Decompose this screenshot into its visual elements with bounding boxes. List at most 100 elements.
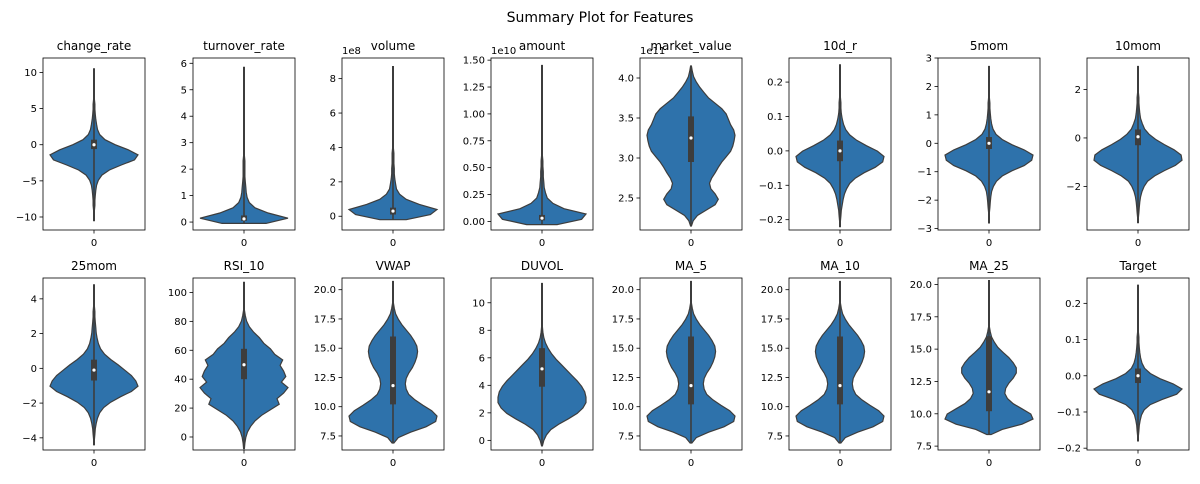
y-tick-label: 100 — [168, 288, 187, 299]
y-tick-label: 10.0 — [314, 402, 336, 413]
violin-median-dot — [242, 217, 246, 221]
y-tick-label: 10 — [472, 298, 485, 309]
subplot-title: market_value — [650, 39, 731, 53]
y-tick-label: 40 — [174, 375, 187, 386]
y-tick-label: 0.1 — [767, 112, 783, 123]
x-tick-label: 0 — [539, 238, 545, 249]
y-tick-label: 0.2 — [1065, 299, 1081, 310]
y-tick-label: 3 — [181, 138, 187, 149]
y-tick-label: 0.00 — [463, 217, 485, 228]
y-tick-label: 2 — [479, 408, 485, 419]
y-tick-label: 20.0 — [314, 285, 336, 296]
x-tick-label: 0 — [837, 458, 843, 469]
y-tick-label: −4 — [22, 433, 37, 444]
y-tick-label: 1.50 — [463, 56, 485, 67]
subplot-10mom: 10mom −2 0 2 0 — [1066, 39, 1190, 249]
y-tick-label: 6 — [181, 59, 187, 70]
subplot-title: Target — [1118, 259, 1156, 273]
y-tick-label: 4 — [479, 381, 485, 392]
subplot-Target: Target −0.2 −0.1 0.0 0.1 0.2 0 — [1057, 259, 1190, 469]
y-tick-label: −2 — [917, 196, 932, 207]
y-tick-label: 20.0 — [761, 285, 783, 296]
y-tick-label: 10 — [24, 68, 37, 79]
y-tick-label: 0 — [181, 432, 187, 443]
y-tick-label: 17.5 — [314, 314, 336, 325]
subplot-title: turnover_rate — [203, 39, 285, 53]
subplot-title: VWAP — [376, 259, 411, 273]
y-tick-label: 7.5 — [767, 431, 783, 442]
x-tick-label: 0 — [986, 458, 992, 469]
violin-iqr-box — [837, 336, 843, 405]
violin-median-dot — [838, 384, 842, 388]
y-tick-label: 2 — [926, 82, 932, 93]
y-tick-label: 1 — [926, 110, 932, 121]
subplot-turnover_rate: turnover_rate 0 1 2 3 4 5 6 0 — [181, 39, 296, 249]
violin-median-dot — [689, 384, 693, 388]
y-tick-label: 15.0 — [761, 344, 783, 355]
violin-median-dot — [92, 368, 96, 372]
violin-median-dot — [391, 209, 395, 213]
violin-median-dot — [92, 143, 96, 147]
y-tick-label: 4 — [31, 294, 37, 305]
violin-median-dot — [689, 136, 693, 140]
x-tick-label: 0 — [390, 238, 396, 249]
y-tick-label: 0.0 — [1065, 371, 1081, 382]
violin-median-dot — [987, 141, 991, 145]
x-tick-label: 0 — [539, 458, 545, 469]
y-tick-label: 2.5 — [618, 194, 634, 205]
figure-title: Summary Plot for Features — [507, 10, 694, 26]
y-tick-label: 10.0 — [761, 402, 783, 413]
y-tick-label: 0 — [926, 139, 932, 150]
y-tick-label: 0.50 — [463, 163, 485, 174]
subplot-grid: change_rate−10−505100turnover_rate012345… — [16, 39, 1190, 469]
y-tick-label: 0 — [479, 436, 485, 447]
y-tick-label: 3.0 — [618, 154, 634, 165]
y-tick-label: 15.0 — [612, 344, 634, 355]
axis-offset-label: 1e8 — [342, 46, 361, 57]
violin-median-dot — [838, 149, 842, 153]
y-tick-label: 12.5 — [612, 373, 634, 384]
subplot-MA_10: MA_10 7.5 10.0 12.5 15.0 17.5 20.0 0 — [761, 259, 892, 469]
y-tick-label: 10.0 — [910, 409, 932, 420]
subplot-RSI_10: RSI_10 0 20 40 60 80 100 0 — [168, 259, 296, 469]
x-tick-label: 0 — [1135, 238, 1141, 249]
violin-median-dot — [540, 216, 544, 220]
y-tick-label: 17.5 — [910, 312, 932, 323]
subplot-5mom: 5mom −3 −2 −1 0 1 2 3 0 — [917, 39, 1041, 249]
y-tick-label: −3 — [917, 224, 932, 235]
y-tick-label: 20 — [174, 404, 187, 415]
y-tick-label: 3 — [926, 54, 932, 65]
subplot-10d_r: 10d_r −0.2 −0.1 0.0 0.1 0.2 0 — [759, 39, 892, 249]
y-tick-label: −2 — [1066, 182, 1081, 193]
subplot-title: 10d_r — [823, 39, 857, 53]
axis-offset-label: 1e11 — [640, 46, 665, 57]
y-tick-label: 0.1 — [1065, 335, 1081, 346]
axis-offset-label: 1e10 — [491, 46, 516, 57]
y-tick-label: 80 — [174, 317, 187, 328]
y-tick-label: 0.75 — [463, 136, 485, 147]
subplot-title: 5mom — [970, 39, 1008, 53]
y-tick-label: 15.0 — [314, 344, 336, 355]
subplot-MA_25: MA_25 7.5 10.0 12.5 15.0 17.5 20.0 0 — [910, 259, 1041, 469]
y-tick-label: −1 — [917, 167, 932, 178]
y-tick-label: 5 — [31, 104, 37, 115]
subplot-25mom: 25mom −4 −2 0 2 4 0 — [22, 259, 146, 469]
y-tick-label: 17.5 — [761, 314, 783, 325]
y-tick-label: 7.5 — [320, 431, 336, 442]
y-tick-label: 10.0 — [612, 402, 634, 413]
y-tick-label: −10 — [16, 212, 37, 223]
x-tick-label: 0 — [241, 458, 247, 469]
violin-median-dot — [1136, 135, 1140, 139]
y-tick-label: −0.2 — [759, 215, 783, 226]
y-tick-label: −0.1 — [759, 181, 783, 192]
subplot-title: MA_10 — [820, 259, 860, 273]
y-tick-label: 2 — [1075, 85, 1081, 96]
subplot-title: DUVOL — [521, 259, 563, 273]
y-tick-label: 5 — [181, 85, 187, 96]
y-tick-label: −0.2 — [1057, 444, 1081, 455]
subplot-title: MA_5 — [675, 259, 707, 273]
x-tick-label: 0 — [986, 238, 992, 249]
subplot-VWAP: VWAP 7.5 10.0 12.5 15.0 17.5 20.0 0 — [314, 259, 445, 469]
